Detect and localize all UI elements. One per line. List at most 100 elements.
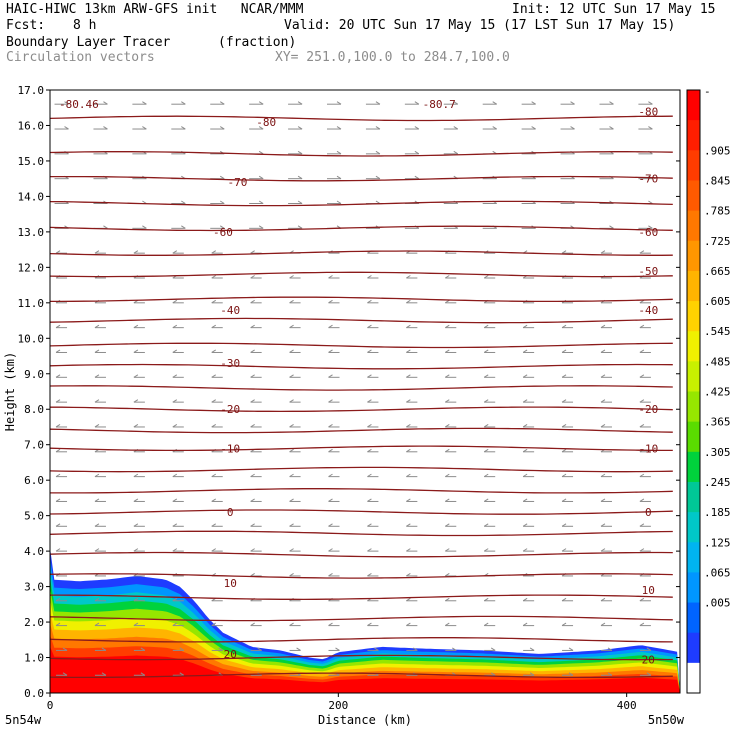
y-tick-label: 15.0: [18, 155, 45, 168]
vector-head: [445, 424, 450, 428]
vector-head: [181, 200, 186, 204]
vector-arrow: [94, 473, 106, 478]
vector-arrow: [639, 250, 651, 254]
vector-head: [133, 374, 139, 378]
vector-arrow: [171, 200, 186, 205]
vector-head: [258, 200, 264, 204]
vector-head: [133, 597, 139, 602]
vector-arrow: [445, 473, 457, 478]
vector-head: [55, 324, 61, 329]
vector-arrow: [406, 548, 418, 552]
y-tick-label: 1.0: [24, 652, 44, 665]
vector-arrow: [561, 349, 574, 353]
vector-arrow: [445, 448, 457, 453]
vector-arrow: [521, 126, 536, 130]
vector-arrow: [406, 647, 418, 651]
vector-arrow: [445, 424, 457, 428]
vector-arrow: [483, 548, 496, 552]
vector-head: [172, 548, 178, 552]
vector-head: [445, 473, 450, 478]
vector-arrow: [522, 523, 535, 527]
vector-arrow: [211, 424, 223, 428]
vector-arrow: [445, 498, 457, 502]
vector-arrow: [367, 448, 379, 453]
vector-arrow: [250, 349, 262, 353]
vector-arrow: [172, 672, 185, 676]
vector-head: [94, 374, 100, 378]
vector-head: [328, 324, 333, 329]
vector-head: [639, 399, 645, 403]
vector-arrow: [211, 647, 223, 651]
vector-arrow: [133, 647, 146, 651]
vector-head: [211, 399, 216, 403]
vector-arrow: [522, 349, 535, 353]
vector-head: [483, 424, 489, 428]
vector-arrow: [94, 424, 106, 428]
vector-head: [522, 473, 528, 478]
colorbar-label: .125: [704, 536, 731, 549]
y-tick-label: 6.0: [24, 474, 44, 487]
vector-head: [211, 473, 216, 478]
colorbar-label: .065: [704, 566, 731, 579]
vector-arrow: [172, 498, 184, 502]
vector-head: [570, 126, 575, 130]
vector-arrow: [211, 622, 223, 627]
vector-arrow: [599, 101, 614, 105]
contour-label: -80: [638, 105, 658, 118]
vector-arrow: [445, 349, 457, 353]
vector-arrow: [445, 324, 457, 329]
vector-head: [297, 200, 303, 204]
vector-arrow: [522, 448, 535, 453]
vector-head: [445, 597, 450, 602]
vector-head: [600, 349, 606, 353]
vector-head: [250, 498, 255, 502]
vector-head: [219, 101, 225, 105]
vector-head: [367, 324, 372, 329]
vector-arrow: [483, 523, 496, 527]
colorbar-segment: [687, 451, 700, 483]
vector-arrow: [639, 424, 651, 428]
vector-arrow: [328, 473, 340, 478]
vector-arrow: [367, 498, 379, 502]
x-tick-label: 200: [328, 699, 348, 712]
vector-head: [258, 175, 264, 180]
vector-head: [250, 275, 255, 279]
vector-arrow: [445, 597, 457, 602]
vector-head: [336, 150, 342, 155]
vector-head: [609, 225, 614, 229]
vector-arrow: [367, 473, 379, 478]
vector-arrow: [289, 374, 301, 378]
vector-head: [490, 647, 496, 651]
vector-head: [250, 324, 255, 329]
vector-head: [103, 101, 108, 105]
contour-label: -50: [638, 265, 658, 278]
vector-head: [607, 672, 613, 676]
vector-head: [328, 349, 333, 353]
colorbar-segment: [687, 662, 700, 694]
vector-head: [328, 523, 333, 527]
colorbar-label: .785: [704, 205, 731, 218]
colorbar-segment: [687, 180, 700, 212]
vector-arrow: [94, 399, 106, 403]
vector-arrow: [249, 200, 264, 205]
vector-arrow: [55, 622, 68, 627]
vector-arrow: [561, 424, 574, 428]
vector-arrow: [210, 101, 225, 105]
vector-head: [179, 647, 185, 651]
vector-head: [211, 374, 216, 378]
vector-head: [609, 126, 614, 130]
vector-arrow: [55, 448, 68, 453]
vector-head: [289, 448, 294, 453]
vector-arrow: [406, 349, 418, 353]
contour-line: [50, 594, 673, 601]
vector-arrow: [250, 299, 262, 304]
vector-head: [561, 548, 567, 552]
vector-head: [561, 250, 567, 254]
vector-arrow: [523, 672, 535, 676]
vector-head: [452, 647, 457, 651]
vector-head: [561, 498, 567, 502]
vector-head: [55, 622, 61, 627]
vector-arrow: [93, 101, 108, 105]
vector-arrow: [328, 622, 340, 627]
colorbar-label: .905: [704, 144, 731, 157]
